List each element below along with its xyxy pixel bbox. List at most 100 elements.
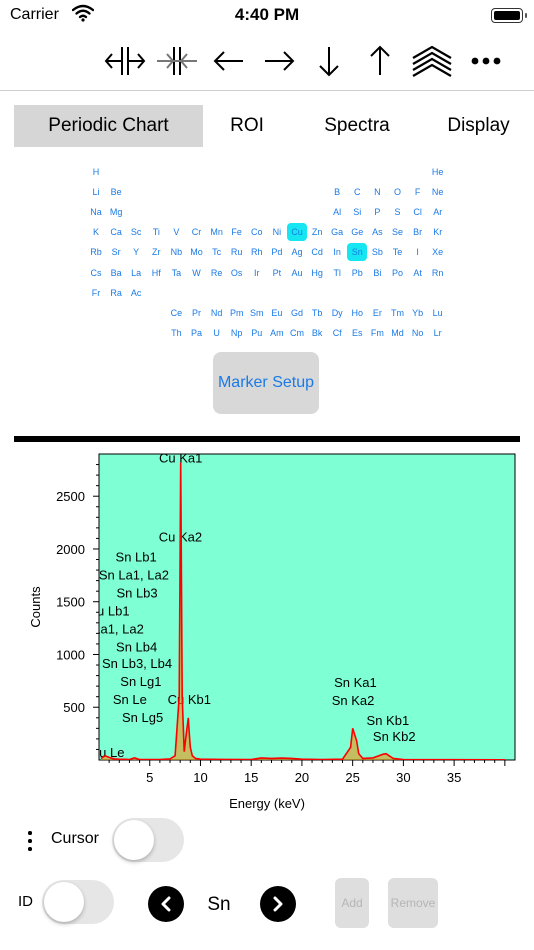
tab-display[interactable]: Display xyxy=(447,115,510,136)
element-i[interactable]: I xyxy=(416,247,419,258)
element-bk[interactable]: Bk xyxy=(311,327,323,338)
element-re[interactable]: Re xyxy=(210,267,223,278)
element-sm[interactable]: Sm xyxy=(250,307,264,318)
element-ti[interactable]: Ti xyxy=(152,227,160,238)
element-sc[interactable]: Sc xyxy=(130,227,142,238)
element-fe[interactable]: Fe xyxy=(231,227,242,238)
element-be[interactable]: Be xyxy=(110,187,122,198)
element-pd[interactable]: Pd xyxy=(271,247,283,258)
element-fr[interactable]: Fr xyxy=(91,287,101,298)
element-eu[interactable]: Eu xyxy=(271,307,283,318)
element-ni[interactable]: Ni xyxy=(272,227,282,238)
element-pu[interactable]: Pu xyxy=(251,327,263,338)
element-ho[interactable]: Ho xyxy=(351,307,364,318)
element-er[interactable]: Er xyxy=(372,307,382,318)
element-v[interactable]: V xyxy=(173,227,180,238)
element-cr[interactable]: Cr xyxy=(191,227,202,238)
element-pm[interactable]: Pm xyxy=(229,307,244,318)
element-s[interactable]: S xyxy=(394,207,401,218)
arrow-up-icon[interactable] xyxy=(357,38,403,84)
element-md[interactable]: Md xyxy=(391,327,404,338)
more-icon[interactable] xyxy=(463,38,509,84)
element-po[interactable]: Po xyxy=(391,267,403,278)
element-ac[interactable]: Ac xyxy=(130,287,142,298)
element-ta[interactable]: Ta xyxy=(171,267,182,278)
element-kr[interactable]: Kr xyxy=(433,227,443,238)
element-cu[interactable]: Cu xyxy=(287,223,307,242)
element-am[interactable]: Am xyxy=(270,327,284,338)
element-si[interactable]: Si xyxy=(353,207,362,218)
element-br[interactable]: Br xyxy=(413,227,423,238)
arrow-down-icon[interactable] xyxy=(306,38,352,84)
element-rn[interactable]: Rn xyxy=(431,267,444,278)
element-c[interactable]: C xyxy=(354,187,361,198)
element-no[interactable]: No xyxy=(411,327,424,338)
element-n[interactable]: N xyxy=(374,187,381,198)
element-o[interactable]: O xyxy=(393,187,401,198)
element-ga[interactable]: Ga xyxy=(331,227,344,238)
element-sb[interactable]: Sb xyxy=(371,247,383,258)
add-button[interactable]: Add xyxy=(335,878,369,928)
element-cd[interactable]: Cd xyxy=(311,247,323,258)
element-rh[interactable]: Rh xyxy=(251,247,263,258)
marker-setup-button[interactable]: Marker Setup xyxy=(213,352,319,414)
element-gd[interactable]: Gd xyxy=(290,307,303,318)
element-nb[interactable]: Nb xyxy=(170,247,183,258)
element-y[interactable]: Y xyxy=(133,247,140,258)
previous-element-button[interactable] xyxy=(148,886,184,922)
element-pr[interactable]: Pr xyxy=(192,307,201,318)
element-ba[interactable]: Ba xyxy=(110,267,122,278)
element-al[interactable]: Al xyxy=(333,207,342,218)
element-he[interactable]: He xyxy=(431,167,444,177)
element-sr[interactable]: Sr xyxy=(111,247,121,258)
element-pt[interactable]: Pt xyxy=(272,267,282,278)
element-rb[interactable]: Rb xyxy=(90,247,102,258)
element-mg[interactable]: Mg xyxy=(109,207,123,218)
element-at[interactable]: At xyxy=(413,267,422,278)
element-u[interactable]: U xyxy=(213,327,220,338)
element-co[interactable]: Co xyxy=(251,227,263,238)
element-bi[interactable]: Bi xyxy=(373,267,382,278)
element-tm[interactable]: Tm xyxy=(391,307,404,318)
element-in[interactable]: In xyxy=(333,247,341,258)
element-np[interactable]: Np xyxy=(230,327,243,338)
element-cm[interactable]: Cm xyxy=(290,327,304,338)
element-as[interactable]: As xyxy=(372,227,383,238)
element-au[interactable]: Au xyxy=(291,267,303,278)
element-mo[interactable]: Mo xyxy=(190,247,203,258)
element-tb[interactable]: Tb xyxy=(311,307,323,318)
element-th[interactable]: Th xyxy=(171,327,182,338)
element-se[interactable]: Se xyxy=(391,227,403,238)
element-ne[interactable]: Ne xyxy=(431,187,444,198)
next-element-button[interactable] xyxy=(260,886,296,922)
element-tc[interactable]: Tc xyxy=(212,247,222,258)
element-ge[interactable]: Ge xyxy=(351,227,364,238)
element-f[interactable]: F xyxy=(414,187,421,198)
layers-icon[interactable] xyxy=(409,38,455,84)
element-os[interactable]: Os xyxy=(230,267,243,278)
arrow-right-icon[interactable] xyxy=(256,38,302,84)
element-tl[interactable]: Tl xyxy=(333,267,341,278)
element-b[interactable]: B xyxy=(334,187,341,198)
element-pa[interactable]: Pa xyxy=(190,327,202,338)
element-yb[interactable]: Yb xyxy=(412,307,424,318)
element-pb[interactable]: Pb xyxy=(351,267,363,278)
element-w[interactable]: W xyxy=(192,267,201,278)
element-ag[interactable]: Ag xyxy=(291,247,303,258)
element-ce[interactable]: Ce xyxy=(170,307,183,318)
element-xe[interactable]: Xe xyxy=(432,247,444,258)
element-cf[interactable]: Cf xyxy=(332,327,342,338)
remove-button[interactable]: Remove xyxy=(388,878,438,928)
element-zn[interactable]: Zn xyxy=(311,227,323,238)
compress-horizontal-icon[interactable] xyxy=(154,38,200,84)
element-h[interactable]: H xyxy=(92,167,100,177)
expand-horizontal-icon[interactable] xyxy=(102,38,148,84)
element-hf[interactable]: Hf xyxy=(151,267,161,278)
element-nd[interactable]: Nd xyxy=(210,307,223,318)
more-vertical-icon[interactable] xyxy=(20,828,40,854)
element-es[interactable]: Es xyxy=(352,327,363,338)
element-fm[interactable]: Fm xyxy=(370,327,384,338)
element-mn[interactable]: Mn xyxy=(210,227,223,238)
element-hg[interactable]: Hg xyxy=(311,267,323,278)
element-li[interactable]: Li xyxy=(92,187,100,198)
